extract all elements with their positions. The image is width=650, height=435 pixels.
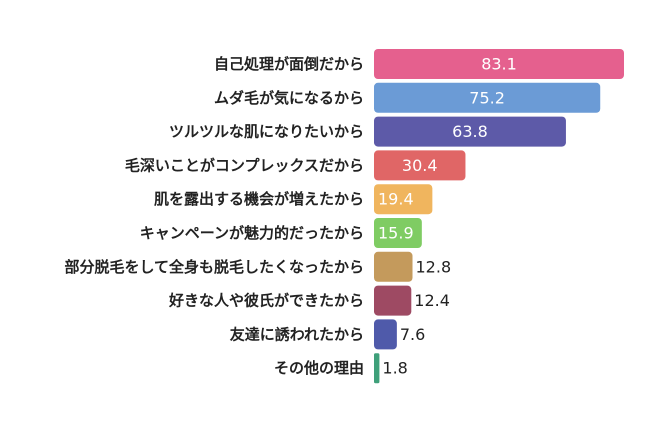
value-label: 83.1 xyxy=(481,55,517,74)
category-label: その他の理由 xyxy=(274,359,364,377)
value-label: 15.9 xyxy=(378,224,414,243)
value-label: 12.4 xyxy=(414,291,450,310)
value-label: 12.8 xyxy=(416,257,452,276)
bar xyxy=(374,251,413,282)
value-label: 19.4 xyxy=(378,190,414,209)
bar xyxy=(374,49,624,79)
category-label: 部分脱毛をして全身も脱毛したくなったから xyxy=(64,258,364,276)
bar xyxy=(374,319,397,350)
category-label: 肌を露出する機会が増えたから xyxy=(154,190,364,208)
bar xyxy=(374,184,433,215)
bar xyxy=(374,150,466,181)
category-label: キャンペーンが魅力的だったから xyxy=(140,224,364,242)
value-label: 75.2 xyxy=(469,88,505,107)
value-label: 30.4 xyxy=(402,156,438,175)
bar xyxy=(374,116,566,147)
bar xyxy=(374,218,422,248)
category-label: ツルツルな肌になりたいから xyxy=(169,123,364,141)
value-label: 7.6 xyxy=(400,325,425,344)
bar xyxy=(374,82,601,113)
bar xyxy=(374,285,412,316)
bar xyxy=(374,353,380,384)
value-label: 63.8 xyxy=(452,122,488,141)
category-label: 好きな人や彼氏ができたから xyxy=(168,292,364,310)
value-label: 1.8 xyxy=(382,359,407,378)
category-label: 友達に誘われたから xyxy=(230,325,364,343)
category-label: 自己処理が面倒だから xyxy=(214,55,364,73)
category-label: ムダ毛が気になるから xyxy=(214,89,364,107)
category-label: 毛深いことがコンプレックスだから xyxy=(125,156,364,174)
